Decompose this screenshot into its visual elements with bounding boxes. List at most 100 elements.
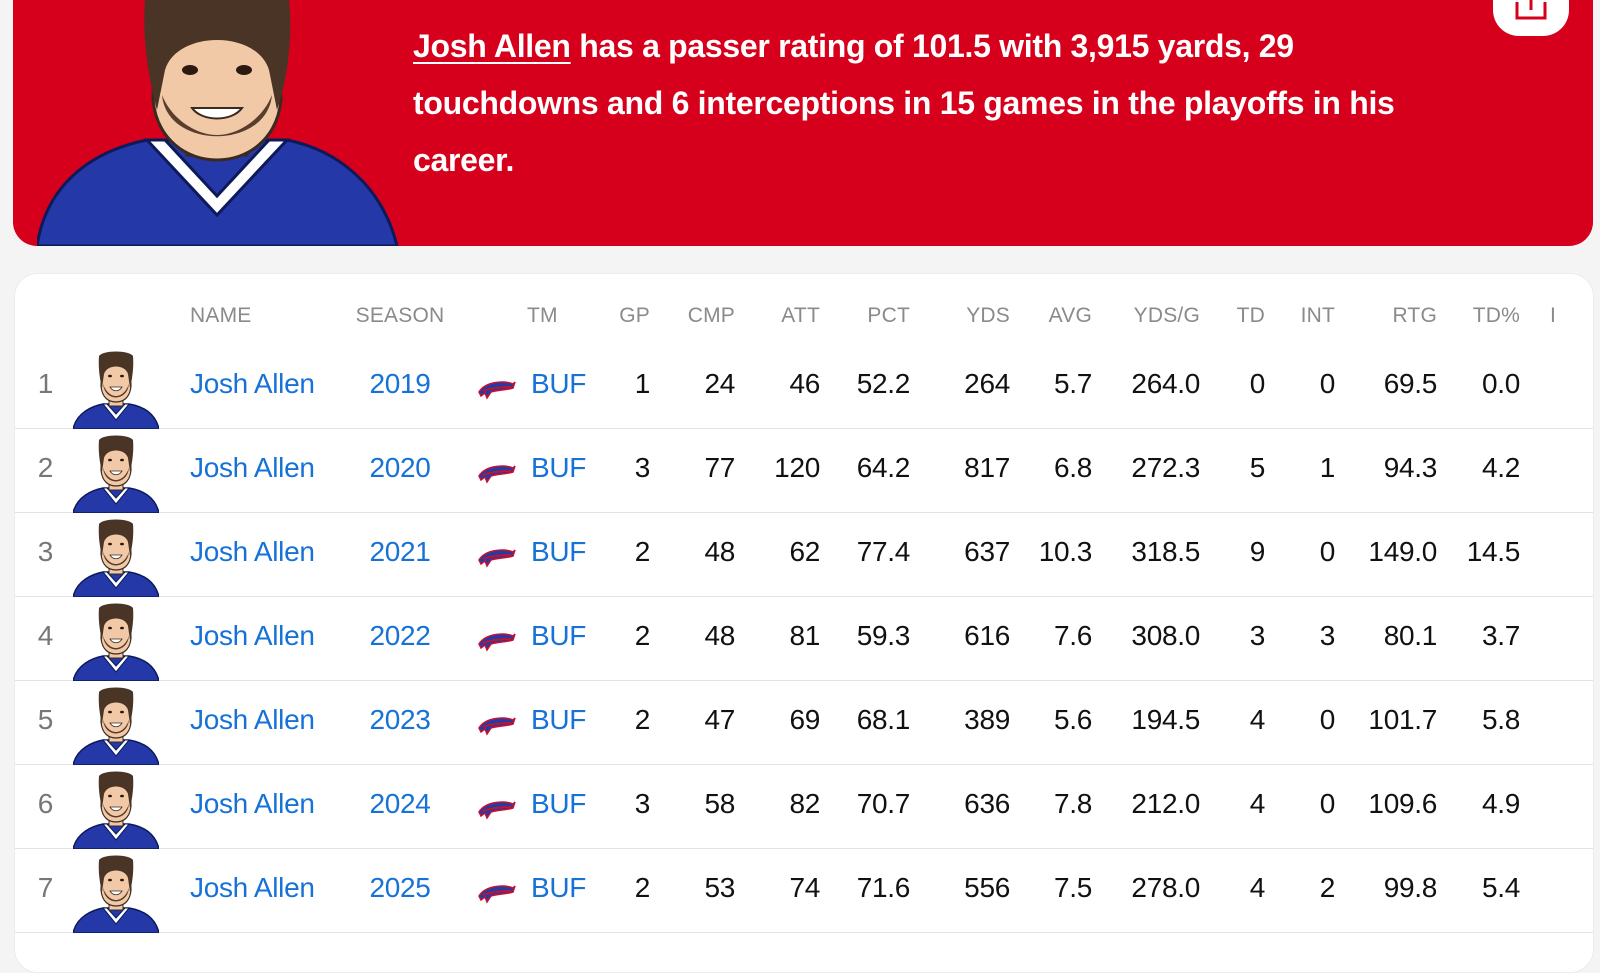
cell-int: 2 — [1319, 872, 1336, 903]
header-name[interactable]: NAME — [190, 304, 252, 327]
cell-rank: 5 — [37, 704, 54, 735]
cell-team[interactable]: BUF — [531, 536, 587, 567]
team-logo-icon[interactable] — [477, 630, 517, 657]
cell-td-pct: 5.8 — [1481, 704, 1520, 735]
share-button[interactable] — [1493, 0, 1569, 36]
cell-team[interactable]: BUF — [531, 788, 587, 819]
team-logo-icon[interactable] — [477, 378, 517, 405]
table-row[interactable]: 4 Josh Allen 2022 BUF 2 48 81 59.3 616 7.6 308.0 3 3… — [15, 596, 1593, 682]
cell-avg: 7.5 — [1053, 872, 1092, 903]
player-avatar-icon[interactable] — [72, 686, 160, 766]
cell-team[interactable]: BUF — [531, 620, 587, 651]
table-row[interactable]: 5 Josh Allen 2023 BUF 2 47 69 68.1 389 5.6 194.5 4 0… — [15, 680, 1593, 766]
header-yds-per-game[interactable]: YDS/G — [1133, 304, 1200, 327]
header-avg[interactable]: AVG — [1048, 304, 1092, 327]
cell-player-name[interactable]: Josh Allen — [190, 620, 315, 651]
table-row[interactable]: 3 Josh Allen 2021 BUF 2 48 62 77.4 637 10.3 318.5 9… — [15, 512, 1593, 598]
cell-season[interactable]: 2024 — [369, 788, 431, 819]
cell-td: 0 — [1249, 368, 1266, 399]
team-logo-icon[interactable] — [477, 882, 517, 909]
team-logo-icon[interactable] — [477, 714, 517, 741]
cell-season[interactable]: 2023 — [369, 704, 431, 735]
cell-avg: 5.6 — [1053, 704, 1092, 735]
cell-rtg: 109.6 — [1368, 788, 1437, 819]
cell-int: 0 — [1319, 536, 1336, 567]
header-cmp[interactable]: CMP — [687, 304, 735, 327]
header-td-pct[interactable]: TD% — [1472, 304, 1520, 327]
cell-cmp: 58 — [704, 788, 735, 819]
cell-yds: 556 — [964, 872, 1010, 903]
cell-pct: 59.3 — [856, 620, 911, 651]
cell-season[interactable]: 2021 — [369, 536, 431, 567]
cell-att: 74 — [789, 872, 820, 903]
cell-team[interactable]: BUF — [531, 872, 587, 903]
cell-gp: 2 — [634, 704, 651, 735]
cell-yds: 817 — [964, 452, 1010, 483]
cell-rank: 4 — [37, 620, 54, 651]
cell-avg: 5.7 — [1053, 368, 1092, 399]
cell-gp: 2 — [634, 536, 651, 567]
header-pct[interactable]: PCT — [867, 304, 910, 327]
player-link[interactable]: Josh Allen — [413, 28, 571, 64]
player-avatar-icon[interactable] — [72, 854, 160, 934]
player-avatar-icon[interactable] — [72, 602, 160, 682]
header-season[interactable]: SEASON — [355, 304, 445, 327]
header-att[interactable]: ATT — [781, 304, 820, 327]
header-team[interactable]: TM — [527, 304, 558, 327]
cell-gp: 2 — [634, 620, 651, 651]
cell-season[interactable]: 2020 — [369, 452, 431, 483]
cell-td-pct: 3.7 — [1481, 620, 1520, 651]
cell-yds-per-game: 194.5 — [1131, 704, 1200, 735]
cell-pct: 77.4 — [856, 536, 911, 567]
cell-pct: 52.2 — [856, 368, 911, 399]
cell-td-pct: 5.4 — [1481, 872, 1520, 903]
cell-yds: 264 — [964, 368, 1010, 399]
cell-td-pct: 4.9 — [1481, 788, 1520, 819]
table-header: NAME SEASON TM GP CMP ATT PCT YDS AVG YD… — [15, 274, 1593, 362]
table-row[interactable]: 1 Josh Allen 2019 BUF 1 24 46 52.2 264 5.7 264.0 0 0… — [15, 344, 1593, 430]
cell-team[interactable]: BUF — [531, 704, 587, 735]
team-logo-icon[interactable] — [477, 546, 517, 573]
cell-cmp: 48 — [704, 536, 735, 567]
stats-table: NAME SEASON TM GP CMP ATT PCT YDS AVG YD… — [14, 273, 1594, 973]
cell-player-name[interactable]: Josh Allen — [190, 788, 315, 819]
team-logo-icon[interactable] — [477, 798, 517, 825]
cell-td: 4 — [1249, 872, 1266, 903]
cell-td: 4 — [1249, 788, 1266, 819]
header-rtg[interactable]: RTG — [1392, 304, 1437, 327]
header-cut-off[interactable]: I — [1550, 304, 1557, 327]
cell-player-name[interactable]: Josh Allen — [190, 704, 315, 735]
table-row[interactable]: 7 Josh Allen 2025 BUF 2 53 74 71.6 556 7.5 278.0 4 2… — [15, 848, 1593, 934]
cell-season[interactable]: 2025 — [369, 872, 431, 903]
cell-player-name[interactable]: Josh Allen — [190, 368, 315, 399]
cell-season[interactable]: 2019 — [369, 368, 431, 399]
header-yds[interactable]: YDS — [966, 304, 1010, 327]
cell-avg: 7.6 — [1053, 620, 1092, 651]
header-gp[interactable]: GP — [619, 304, 650, 327]
cell-avg: 10.3 — [1038, 536, 1093, 567]
table-row[interactable]: 6 Josh Allen 2024 BUF 3 58 82 70.7 636 7.8 212.0 4 0… — [15, 764, 1593, 850]
player-avatar-icon[interactable] — [72, 350, 160, 430]
team-logo-icon[interactable] — [477, 462, 517, 489]
cell-yds: 389 — [964, 704, 1010, 735]
cell-td-pct: 0.0 — [1481, 368, 1520, 399]
header-td[interactable]: TD — [1236, 304, 1265, 327]
cell-att: 69 — [789, 704, 820, 735]
cell-int: 3 — [1319, 620, 1336, 651]
cell-player-name[interactable]: Josh Allen — [190, 452, 315, 483]
player-avatar-icon[interactable] — [72, 770, 160, 850]
cell-team[interactable]: BUF — [531, 452, 587, 483]
cell-yds-per-game: 278.0 — [1131, 872, 1200, 903]
cell-team[interactable]: BUF — [531, 368, 587, 399]
cell-rtg: 99.8 — [1383, 872, 1438, 903]
player-avatar-icon[interactable] — [72, 434, 160, 514]
cell-gp: 3 — [634, 788, 651, 819]
player-avatar-icon[interactable] — [72, 518, 160, 598]
cell-gp: 1 — [634, 368, 651, 399]
table-row[interactable]: 2 Josh Allen 2020 BUF 3 77 120 64.2 817 6.8 272.3 5… — [15, 428, 1593, 514]
cell-player-name[interactable]: Josh Allen — [190, 536, 315, 567]
header-int[interactable]: INT — [1300, 304, 1335, 327]
cell-season[interactable]: 2022 — [369, 620, 431, 651]
summary-text: Josh Allen has a passer rating of 101.5 … — [413, 18, 1463, 189]
cell-player-name[interactable]: Josh Allen — [190, 872, 315, 903]
